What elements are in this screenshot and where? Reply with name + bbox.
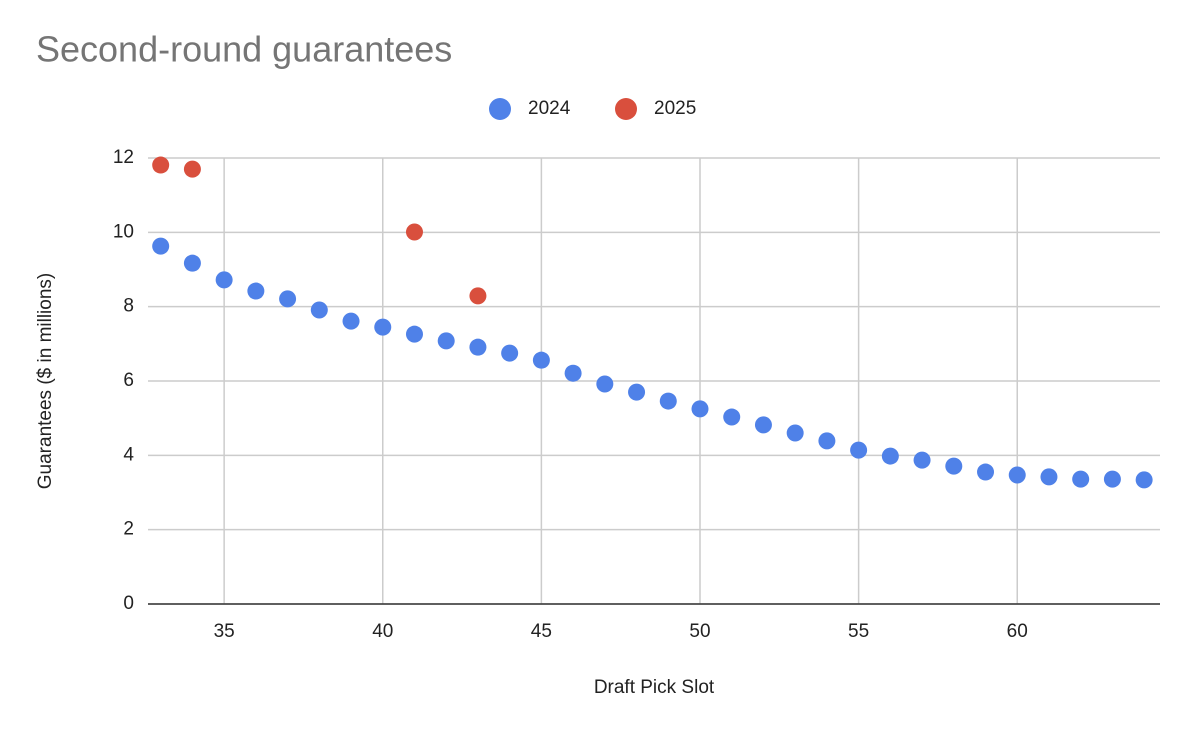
- point: [152, 237, 170, 255]
- legend-swatch: [615, 98, 637, 120]
- x-tick-label: 35: [214, 621, 235, 642]
- point: [310, 301, 328, 319]
- point: [405, 325, 423, 343]
- y-tick-label: 2: [123, 519, 134, 540]
- point: [628, 383, 646, 401]
- point: [247, 282, 265, 300]
- y-tick-label: 0: [123, 593, 134, 614]
- x-axis-label: Draft Pick Slot: [594, 677, 715, 698]
- x-tick-label: 55: [848, 621, 869, 642]
- point: [1072, 470, 1090, 488]
- point: [437, 332, 455, 350]
- point: [754, 416, 772, 434]
- point: [691, 400, 709, 418]
- y-tick-label: 6: [123, 370, 134, 391]
- point: [501, 344, 519, 362]
- chart-title: Second-round guarantees: [36, 29, 452, 70]
- x-tick-label: 45: [531, 621, 552, 642]
- point: [723, 408, 741, 426]
- point: [977, 463, 995, 481]
- y-tick-label: 8: [123, 296, 134, 317]
- point: [850, 441, 868, 459]
- legend-swatch: [489, 98, 511, 120]
- point: [532, 351, 550, 369]
- point: [1040, 468, 1058, 486]
- point: [469, 287, 487, 305]
- y-axis-label: Guarantees ($ in millions): [35, 273, 56, 489]
- point: [913, 451, 931, 469]
- x-tick-label: 50: [689, 621, 710, 642]
- point: [342, 312, 360, 330]
- x-tick-label: 40: [372, 621, 393, 642]
- point: [945, 457, 963, 475]
- point: [469, 338, 487, 356]
- y-tick-label: 4: [123, 444, 134, 465]
- point: [1008, 466, 1026, 484]
- point: [1135, 471, 1153, 489]
- point: [183, 254, 201, 272]
- y-tick-label: 12: [113, 147, 134, 168]
- point: [152, 156, 170, 174]
- legend-label: 2025: [654, 98, 696, 119]
- point: [818, 432, 836, 450]
- point: [374, 318, 392, 336]
- point: [881, 447, 899, 465]
- point: [183, 160, 201, 178]
- point: [596, 375, 614, 393]
- point: [405, 223, 423, 241]
- point: [215, 271, 233, 289]
- point: [786, 424, 804, 442]
- y-tick-label: 10: [113, 221, 134, 242]
- point: [659, 392, 677, 410]
- legend-label: 2024: [528, 98, 571, 119]
- point: [1103, 470, 1121, 488]
- point: [279, 290, 297, 308]
- point: [564, 364, 582, 382]
- x-tick-label: 60: [1007, 621, 1028, 642]
